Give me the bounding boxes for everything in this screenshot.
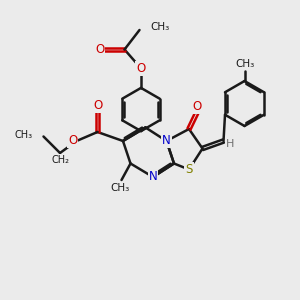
Text: S: S bbox=[185, 163, 193, 176]
Text: CH₃: CH₃ bbox=[150, 22, 169, 32]
Text: O: O bbox=[68, 134, 77, 148]
Text: CH₃: CH₃ bbox=[15, 130, 33, 140]
Text: CH₃: CH₃ bbox=[110, 183, 130, 194]
Text: H: H bbox=[226, 139, 234, 149]
Text: CH₃: CH₃ bbox=[235, 59, 254, 69]
Text: N: N bbox=[162, 134, 171, 148]
Text: CH₂: CH₂ bbox=[51, 154, 69, 165]
Text: O: O bbox=[95, 43, 104, 56]
Text: O: O bbox=[136, 62, 146, 75]
Text: O: O bbox=[93, 99, 102, 112]
Text: N: N bbox=[148, 170, 158, 184]
Text: O: O bbox=[193, 100, 202, 113]
